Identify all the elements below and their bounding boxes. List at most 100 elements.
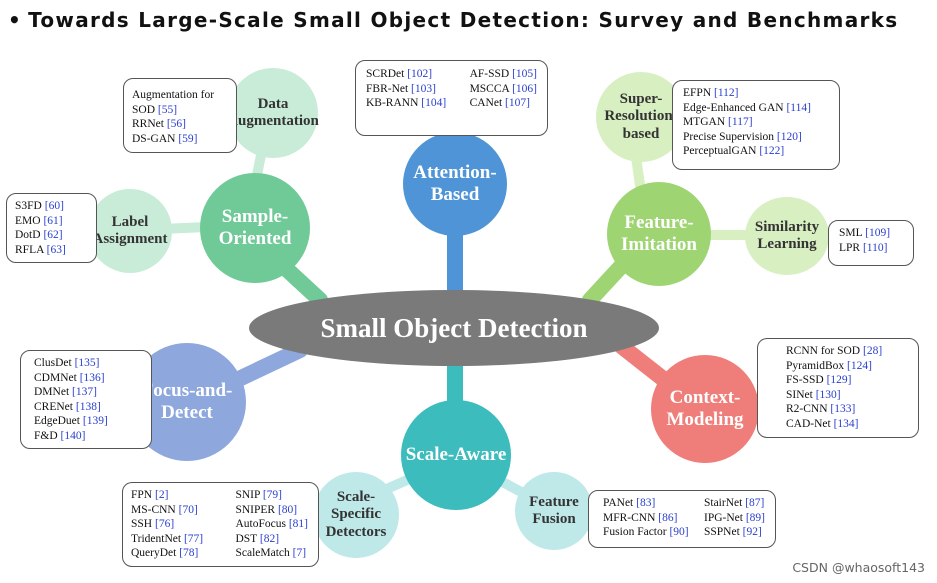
box-data-augmentation: Augmentation for SOD [55] RRNet [56] DS-GAN… (123, 78, 237, 153)
box-feature-fusion: PANet [83] MFR-CNN [86] Fusion Factor [90]… (588, 490, 776, 548)
citation-ref: [109] (865, 227, 891, 239)
box-scale-specific-left: FPN [2] MS-CNN [70] SSH [76] TridentNet [77… (131, 488, 203, 561)
method-name: DS-GAN (132, 132, 179, 145)
citation-ref: [77] (183, 532, 204, 545)
method-name: SNIPER (235, 503, 278, 516)
subnode-super-resolution: Super-Resolution-based (596, 72, 686, 162)
reference-item: SNIP [79] (235, 488, 308, 503)
citation-ref: [102] (407, 68, 433, 80)
citation-ref: [82] (259, 532, 280, 545)
subnode-feature-fusion: Feature Fusion (515, 472, 593, 550)
method-name: AF-SSD (469, 68, 513, 80)
citation-ref: [110] (862, 241, 888, 254)
method-name: LPR (839, 241, 863, 254)
reference-item: Edge-Enhanced GAN [114] (683, 101, 829, 116)
method-name: CDMNet (34, 371, 80, 384)
reference-item: DS-GAN [59] (132, 132, 228, 147)
method-name: EdgeDuet (34, 415, 83, 427)
method-name: SOD (132, 103, 158, 116)
reference-item: FS-SSD [129] (786, 373, 908, 388)
box-attention-based: SCRDet [102] FBR-Net [103] KB-RANN [104] A… (355, 60, 548, 136)
reference-item: MSCCA [106] (470, 82, 537, 97)
reference-item: RRNet [56] (132, 117, 228, 132)
citation-ref: [80] (277, 503, 298, 516)
citation-ref: [138] (75, 400, 101, 413)
subnode-label-assignment: Label Assignment (88, 189, 172, 273)
reference-item: DotD [62] (15, 228, 88, 243)
reference-item: MFR-CNN [86] (603, 511, 689, 526)
method-name: PerceptualGAN (683, 145, 760, 157)
citation-ref: [107] (505, 97, 530, 109)
box-feature-fusion-right: StairNet [87] IPG-Net [89] SSPNet [92] (704, 496, 765, 540)
reference-item: CDMNet [136] (34, 371, 141, 386)
method-name: SNIP (235, 489, 263, 501)
method-name: S3FD (15, 200, 45, 212)
citation-ref: [55] (157, 103, 178, 116)
method-name: StairNet (703, 497, 746, 509)
citation-ref: [81] (288, 518, 308, 530)
reference-item: SSPNet [92] (704, 525, 765, 540)
box-attention-left: SCRDet [102] FBR-Net [103] KB-RANN [104] (366, 67, 446, 111)
method-name: PyramidBox (786, 359, 848, 372)
citation-ref: [139] (82, 415, 108, 427)
node-attention-based: Attention-Based (403, 132, 507, 236)
reference-item: LPR [110] (839, 241, 903, 256)
method-name: KB-RANN (366, 97, 422, 109)
reference-item: Precise Supervision [120] (683, 130, 829, 145)
citation-ref: [76] (154, 518, 175, 530)
reference-item: MS-CNN [70] (131, 503, 203, 518)
citation-ref: [133] (830, 403, 856, 415)
reference-item: S3FD [60] (15, 199, 88, 214)
citation-ref: [62] (43, 229, 63, 241)
citation-ref: [56] (166, 118, 186, 130)
method-name: FPN (131, 489, 155, 501)
citation-ref: [122] (759, 145, 785, 157)
reference-item: SNIPER [80] (235, 503, 308, 518)
reference-item: PANet [83] (603, 496, 689, 511)
method-name: MTGAN (683, 116, 729, 128)
reference-item: SOD [55] (132, 103, 228, 118)
node-scale-aware: Scale-Aware (401, 400, 511, 510)
citation-ref: [114] (786, 101, 811, 114)
citation-ref: [7] (292, 547, 307, 559)
method-name: CAD-Net (786, 417, 834, 430)
reference-item: DMNet [137] (34, 385, 141, 400)
node-feature-imitation: Feature-Imitation (607, 182, 711, 286)
method-name: ClusDet (34, 357, 75, 369)
reference-item: ClusDet [135] (34, 356, 141, 371)
citation-ref: [129] (826, 374, 852, 386)
reference-item: R2-CNN [133] (786, 402, 908, 417)
node-context-modeling: Context-Modeling (651, 355, 759, 463)
method-name: SINet (786, 388, 816, 401)
method-name: MFR-CNN (603, 511, 659, 524)
reference-item: CAD-Net [134] (786, 417, 908, 432)
reference-item: QueryDet [78] (131, 546, 203, 561)
reference-item: MTGAN [117] (683, 115, 829, 130)
reference-item: AF-SSD [105] (470, 67, 537, 82)
method-name: DotD (15, 229, 44, 241)
method-name: DMNet (34, 386, 73, 398)
reference-item: F&D [140] (34, 429, 141, 444)
reference-item: PyramidBox [124] (786, 359, 908, 374)
citation-ref: [117] (728, 116, 753, 128)
reference-item: KB-RANN [104] (366, 96, 446, 111)
method-name: EFPN (683, 87, 714, 99)
citation-ref: [90] (669, 526, 689, 538)
citation-ref: [137] (72, 386, 97, 398)
citation-ref: [140] (60, 429, 86, 442)
method-name: AutoFocus (235, 518, 289, 530)
reference-item: SCRDet [102] (366, 67, 446, 82)
citation-ref: [130] (815, 388, 841, 401)
method-name: Edge-Enhanced GAN (683, 101, 787, 114)
citation-ref: [136] (79, 371, 105, 384)
method-name: RRNet (132, 118, 167, 130)
method-name: SML (839, 227, 866, 239)
reference-item: IPG-Net [89] (704, 511, 765, 526)
method-name: SSPNet (703, 526, 743, 538)
subnode-data-augmentation: Data Augmentation (227, 68, 319, 158)
box-focus-and-detect: ClusDet [135] CDMNet [136] DMNet [137] CREN… (20, 350, 152, 449)
reference-item: EdgeDuet [139] (34, 414, 141, 429)
citation-ref: [83] (636, 497, 656, 509)
reference-item: FBR-Net [103] (366, 82, 446, 97)
citation-ref: [112] (714, 87, 739, 99)
